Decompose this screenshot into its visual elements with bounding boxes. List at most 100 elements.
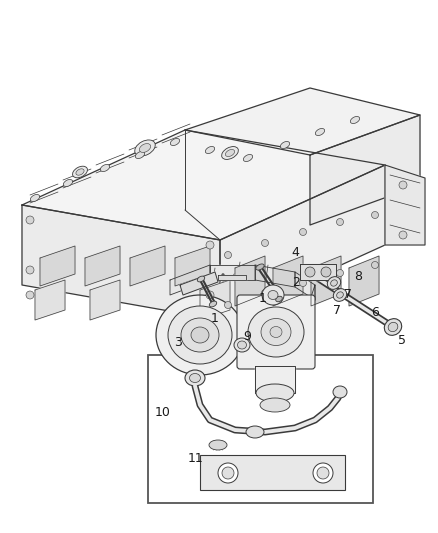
Ellipse shape <box>248 307 304 357</box>
Circle shape <box>261 239 268 246</box>
Ellipse shape <box>234 338 250 352</box>
Polygon shape <box>310 115 420 225</box>
Circle shape <box>399 231 407 239</box>
Polygon shape <box>300 264 336 280</box>
Ellipse shape <box>190 374 201 383</box>
Circle shape <box>371 212 378 219</box>
Text: 2: 2 <box>292 276 300 288</box>
Polygon shape <box>255 265 295 287</box>
Polygon shape <box>311 256 341 306</box>
Ellipse shape <box>73 166 88 178</box>
Polygon shape <box>22 205 220 320</box>
Ellipse shape <box>327 277 341 289</box>
Ellipse shape <box>135 151 145 158</box>
Polygon shape <box>200 280 230 320</box>
Ellipse shape <box>168 306 232 364</box>
Ellipse shape <box>256 384 294 402</box>
Ellipse shape <box>139 143 151 152</box>
Text: 4: 4 <box>291 246 299 260</box>
Polygon shape <box>175 246 210 286</box>
Circle shape <box>300 279 307 287</box>
Ellipse shape <box>209 301 217 307</box>
Text: 5: 5 <box>398 334 406 346</box>
Circle shape <box>206 241 214 249</box>
Text: 6: 6 <box>371 305 379 319</box>
FancyBboxPatch shape <box>237 295 315 369</box>
Circle shape <box>336 219 343 225</box>
Ellipse shape <box>205 147 215 154</box>
Ellipse shape <box>222 467 234 479</box>
Ellipse shape <box>30 195 39 201</box>
Polygon shape <box>273 256 303 306</box>
Text: 1: 1 <box>211 311 219 325</box>
Polygon shape <box>210 265 255 280</box>
Ellipse shape <box>268 290 278 300</box>
Ellipse shape <box>388 322 398 332</box>
Ellipse shape <box>197 276 205 282</box>
Ellipse shape <box>185 370 205 386</box>
Text: 1: 1 <box>259 292 267 304</box>
Text: 11: 11 <box>188 453 204 465</box>
Circle shape <box>26 216 34 224</box>
Polygon shape <box>170 265 210 295</box>
Bar <box>200 455 345 490</box>
Ellipse shape <box>191 327 209 343</box>
Ellipse shape <box>246 426 264 438</box>
Polygon shape <box>130 246 165 286</box>
Polygon shape <box>218 275 246 280</box>
Ellipse shape <box>76 169 84 175</box>
Polygon shape <box>40 246 75 286</box>
Ellipse shape <box>181 318 219 352</box>
Polygon shape <box>255 366 295 393</box>
Ellipse shape <box>260 398 290 412</box>
Circle shape <box>206 291 214 299</box>
Ellipse shape <box>280 141 290 149</box>
Ellipse shape <box>337 292 343 298</box>
Circle shape <box>225 302 232 309</box>
Ellipse shape <box>261 319 291 345</box>
Text: 7: 7 <box>344 288 352 302</box>
Ellipse shape <box>237 341 247 349</box>
Ellipse shape <box>135 140 155 156</box>
Ellipse shape <box>156 295 244 375</box>
Ellipse shape <box>209 440 227 450</box>
Polygon shape <box>295 272 315 300</box>
Polygon shape <box>22 130 385 240</box>
Ellipse shape <box>384 319 402 335</box>
Polygon shape <box>235 256 265 306</box>
Circle shape <box>261 289 268 296</box>
Text: 10: 10 <box>155 407 171 419</box>
Circle shape <box>336 270 343 277</box>
Ellipse shape <box>244 155 253 161</box>
Circle shape <box>399 181 407 189</box>
Circle shape <box>26 266 34 274</box>
Ellipse shape <box>315 128 325 135</box>
Ellipse shape <box>170 139 180 146</box>
Circle shape <box>305 267 315 277</box>
Ellipse shape <box>218 463 238 483</box>
Ellipse shape <box>100 165 110 172</box>
Circle shape <box>300 229 307 236</box>
Ellipse shape <box>331 280 337 286</box>
Text: 7: 7 <box>333 303 341 317</box>
Ellipse shape <box>333 289 347 301</box>
Text: 8: 8 <box>354 271 362 284</box>
Circle shape <box>321 267 331 277</box>
Ellipse shape <box>222 147 238 159</box>
Polygon shape <box>180 272 218 295</box>
Circle shape <box>371 262 378 269</box>
Text: 9: 9 <box>243 330 251 343</box>
Polygon shape <box>220 165 385 320</box>
Bar <box>148 355 373 503</box>
Ellipse shape <box>276 296 283 302</box>
Ellipse shape <box>317 467 329 479</box>
Circle shape <box>225 252 232 259</box>
Ellipse shape <box>333 386 347 398</box>
Circle shape <box>26 291 34 299</box>
Polygon shape <box>35 280 65 320</box>
Ellipse shape <box>350 117 360 124</box>
Polygon shape <box>185 88 420 155</box>
Ellipse shape <box>270 327 282 337</box>
Ellipse shape <box>226 149 235 157</box>
Polygon shape <box>85 246 120 286</box>
